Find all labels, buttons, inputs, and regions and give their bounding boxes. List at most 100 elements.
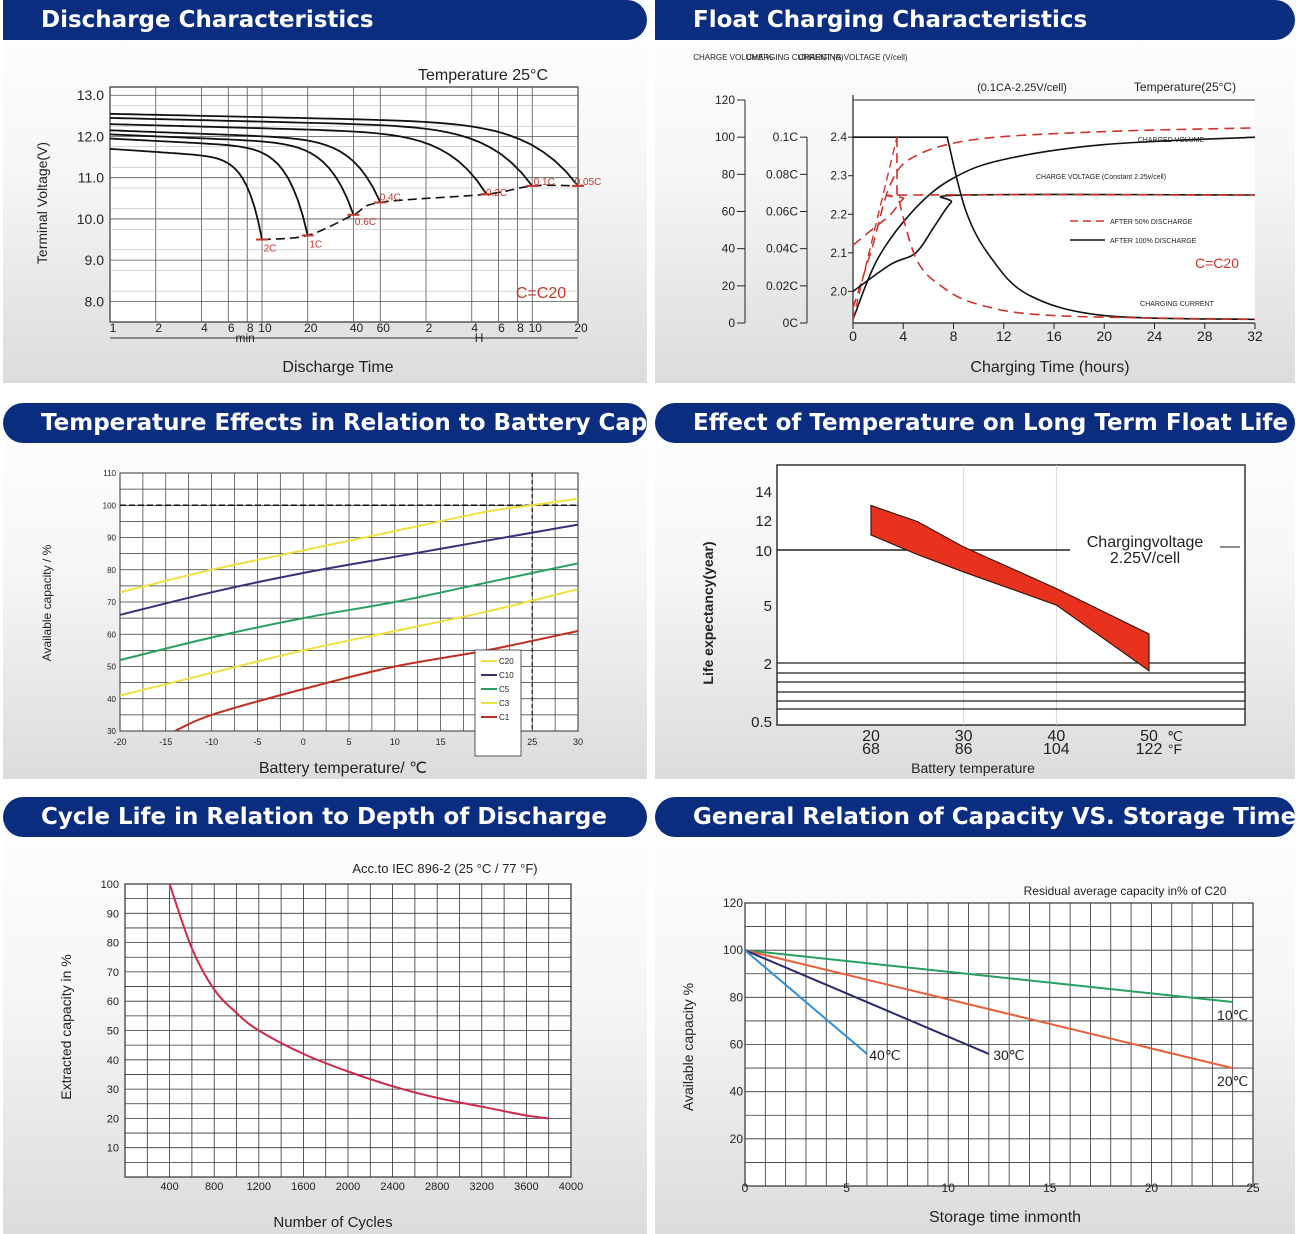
legend-label: C10 bbox=[499, 671, 514, 680]
x-tick-label: 30 bbox=[573, 737, 583, 747]
x-tick-label: 15 bbox=[1043, 1181, 1057, 1195]
discharge-curve bbox=[109, 117, 533, 187]
volume-tick: 80 bbox=[722, 167, 736, 181]
y-tick-label: 20 bbox=[107, 1113, 119, 1125]
y-tick-label: 100 bbox=[103, 501, 117, 510]
x-tick-f: 122 bbox=[1136, 741, 1163, 758]
y-tick-label: 90 bbox=[107, 908, 119, 920]
charging-current-50 bbox=[896, 137, 1256, 321]
charged-volume-50 bbox=[852, 127, 1256, 309]
x-tick-c: 40 bbox=[1047, 728, 1065, 745]
y-tick-label: 10.0 bbox=[77, 211, 104, 227]
rate-label: 0.6C bbox=[355, 217, 376, 228]
x-tick-label: 2 bbox=[426, 321, 433, 335]
x-tick-f: 104 bbox=[1043, 741, 1070, 758]
y-tick-label: 30 bbox=[107, 1084, 119, 1096]
current-tick: 0.02C bbox=[766, 279, 798, 293]
y-tick-label: 30 bbox=[107, 727, 116, 736]
x-tick-label: 5 bbox=[843, 1181, 850, 1195]
y-tick-label: 60 bbox=[107, 630, 116, 639]
volume-tick: 40 bbox=[722, 242, 736, 256]
discharge-curve bbox=[109, 129, 382, 203]
y-tick-label: 12.0 bbox=[77, 128, 104, 144]
x-axis-label: Charging Time (hours) bbox=[970, 359, 1129, 376]
discharge-curve bbox=[109, 112, 579, 187]
cycle-life-title: Cycle Life in Relation to Depth of Disch… bbox=[3, 797, 647, 837]
y-tick-label: 80 bbox=[107, 566, 116, 575]
x-tick-label: 6 bbox=[228, 321, 235, 335]
temp-capacity-chart: 30405060708090100110-20-15-10-5051015202… bbox=[40, 469, 583, 777]
x-tick-label: 20 bbox=[1145, 1181, 1159, 1195]
discharge-panel: Discharge Characteristics 13.0 12.0 11.0 10… bbox=[3, 0, 647, 383]
x-tick-label: 1 bbox=[110, 321, 117, 335]
y-tick-label: 80 bbox=[107, 938, 119, 950]
rate-label: 2C bbox=[264, 244, 277, 255]
volume-tick: 20 bbox=[722, 279, 736, 293]
x-tick: 20 bbox=[1096, 328, 1112, 344]
y-axis-label: Available capacity / % bbox=[40, 544, 54, 661]
storage-line-label: 10℃ bbox=[1217, 1007, 1248, 1023]
rate-label: 1C bbox=[309, 239, 322, 250]
volume-tick: 120 bbox=[715, 93, 735, 107]
temp-capacity-title: Temperature Effects in Relation to Batte… bbox=[3, 403, 647, 443]
y-tick-label: 13.0 bbox=[77, 87, 104, 103]
voltage-tick: 2.4 bbox=[830, 130, 847, 144]
x-axis-label: Battery temperature/ ℃ bbox=[259, 760, 427, 777]
current-tick: 0C bbox=[783, 316, 799, 330]
plot-area bbox=[109, 86, 579, 323]
current-rise-50 bbox=[852, 137, 898, 320]
storage-line-label: 40℃ bbox=[869, 1047, 900, 1063]
cycle-life-chart: 10 20 30 40 50 60 70 80 90 100 400 800 1200 1600 2000 2… bbox=[58, 861, 583, 1231]
charge-voltage-label: CHARGE VOLTAGE (Constant 2.25v/cell) bbox=[1036, 174, 1166, 181]
x-tick-label: 5 bbox=[346, 737, 351, 747]
x-tick-label: 10 bbox=[942, 1181, 956, 1195]
storage-chart: 20 40 60 80 100 120 0 5 10 15 20 25 Storage time inm… bbox=[680, 884, 1260, 1226]
y-tick-label: 70 bbox=[107, 598, 116, 607]
x-tick-label: -5 bbox=[253, 737, 261, 747]
float-life-title: Effect of Temperature on Long Term Float… bbox=[655, 403, 1295, 443]
x-axis-label: Number of Cycles bbox=[273, 1214, 392, 1231]
x-tick: 12 bbox=[996, 328, 1012, 344]
x-tick-label: 60 bbox=[377, 321, 391, 335]
unit-c: ℃ bbox=[1167, 728, 1183, 744]
rate-label: 0.2C bbox=[486, 188, 507, 199]
storage-line-label: 20℃ bbox=[1217, 1073, 1248, 1089]
x-tick: 4 bbox=[899, 328, 907, 344]
plot-area bbox=[776, 464, 1246, 726]
voltage-tick: 2.0 bbox=[830, 284, 847, 298]
rate-label: 0.05C bbox=[575, 177, 602, 188]
y-tick-label: 2 bbox=[764, 656, 772, 673]
y-axis-label: Terminal Voltage(V) bbox=[34, 142, 50, 264]
legend-label-50: AFTER 50% DISCHARGE bbox=[1110, 219, 1193, 226]
x-tick-label: 2800 bbox=[425, 1181, 449, 1193]
y-tick-label: 0.5 bbox=[751, 714, 772, 731]
y-tick-label: 120 bbox=[723, 896, 743, 910]
y-tick-label: 50 bbox=[107, 663, 116, 672]
x-unit-label: H bbox=[475, 331, 484, 345]
capacity-note: C=C20 bbox=[516, 285, 566, 302]
x-tick-c: 20 bbox=[862, 728, 880, 745]
voltage-tick: 2.2 bbox=[830, 207, 847, 221]
charging-current-label: CHARGING CURRENT bbox=[1140, 301, 1215, 308]
capacity-curve-C10 bbox=[119, 523, 579, 616]
x-axis-label: Battery temperature bbox=[911, 760, 1035, 776]
temperature-annotation: Temperature(25°C) bbox=[1134, 80, 1236, 94]
rate-annotation: (0.1CA-2.25V/cell) bbox=[977, 82, 1067, 94]
y-tick-label: 50 bbox=[107, 1026, 119, 1038]
storage-line-3 bbox=[744, 949, 868, 1055]
charged-volume-label: CHARGED VOLUME bbox=[1138, 137, 1205, 144]
cycle-life-panel: Cycle Life in Relation to Depth of Disch… bbox=[3, 797, 647, 1234]
x-tick: 28 bbox=[1197, 328, 1213, 344]
y-tick-label: 90 bbox=[107, 534, 116, 543]
x-tick-label: 1200 bbox=[247, 1181, 271, 1193]
current-tick: 0.04C bbox=[766, 242, 798, 256]
float-title: Float Charging Characteristics bbox=[655, 0, 1295, 40]
x-tick-label: 10 bbox=[529, 321, 543, 335]
x-tick-c: 50 bbox=[1140, 728, 1158, 745]
unit-f: °F bbox=[1168, 741, 1182, 757]
capacity-curve-C20 bbox=[119, 497, 579, 594]
storage-line-0 bbox=[744, 949, 1233, 1003]
float-chart: CHARGE VOLUME %CHARGING CURRENT (A)CHARG… bbox=[693, 53, 1263, 376]
current-axis-title: CHARGING CURRENT (A) bbox=[746, 53, 844, 62]
